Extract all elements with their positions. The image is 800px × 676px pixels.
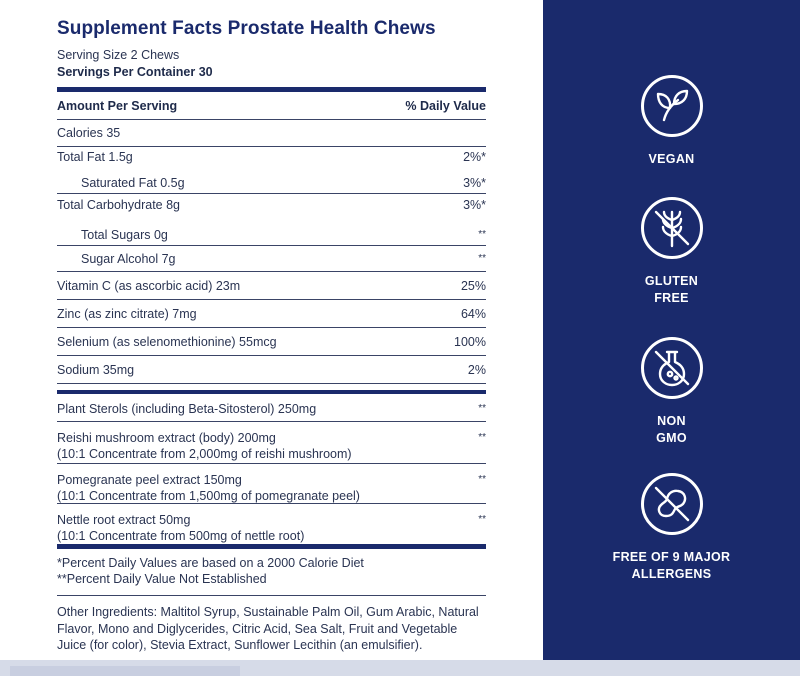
ingredient-row-plant-sterols: Plant Sterols (including Beta-Sitosterol…: [57, 394, 486, 422]
nutrient-label: Total Sugars 0g: [81, 227, 168, 242]
badge-allergen-free: FREE OF 9 MAJOR ALLERGENS: [543, 473, 800, 583]
nutrient-row-selenium: Selenium (as selenomethionine) 55mcg 100…: [57, 328, 486, 356]
no-peanut-icon: [640, 473, 703, 535]
bottom-strip-ghost: [10, 666, 240, 676]
nutrient-label: Saturated Fat 0.5g: [81, 175, 185, 190]
badge-label: FREE OF 9 MAJOR ALLERGENS: [612, 550, 731, 581]
section-divider: [57, 390, 486, 394]
nutrient-label: Selenium (as selenomethionine) 55mcg: [57, 334, 277, 349]
nutrient-row-total-carbohydrate: Total Carbohydrate 8g 3%*: [57, 194, 486, 216]
other-ingredients: Other Ingredients: Maltitol Syrup, Susta…: [57, 605, 479, 652]
supplement-facts-panel: Supplement Facts Prostate Health Chews S…: [57, 18, 486, 654]
no-wheat-icon: [640, 197, 703, 259]
nutrient-row-calories: Calories 35: [57, 120, 486, 146]
nutrient-value: 2%*: [463, 149, 486, 164]
nutrient-row-vitamin-c: Vitamin C (as ascorbic acid) 23m 25%: [57, 272, 486, 300]
nutrient-label: Sodium 35mg: [57, 362, 135, 377]
nutrient-label: Total Carbohydrate 8g: [57, 198, 180, 212]
nutrient-label: Sugar Alcohol 7g: [81, 251, 176, 266]
ingredient-line1: Reishi mushroom extract (body) 200mg: [57, 431, 276, 445]
footnotes: *Percent Daily Values are based on a 200…: [57, 549, 486, 596]
badge-gluten-free: GLUTEN FREE: [543, 197, 800, 307]
footnote-daily-values: *Percent Daily Values are based on a 200…: [57, 556, 364, 570]
header-amount: Amount Per Serving: [57, 98, 178, 113]
ingredient-value: **: [478, 514, 486, 525]
ingredient-label: Nettle root extract 50mg (10:1 Concentra…: [57, 512, 304, 544]
ingredient-value: **: [478, 432, 486, 443]
nutrient-label: Total Fat 1.5g: [57, 149, 133, 164]
ingredient-line1: Nettle root extract 50mg: [57, 513, 191, 527]
ingredient-line2: (10:1 Concentrate from 1,500mg of pomegr…: [57, 489, 360, 503]
badge-label: NON GMO: [656, 414, 687, 445]
nutrient-row-zinc: Zinc (as zinc citrate) 7mg 64%: [57, 300, 486, 328]
badge-label: VEGAN: [648, 152, 695, 166]
ingredient-line2: (10:1 Concentrate from 500mg of nettle r…: [57, 529, 305, 543]
nutrient-label: Zinc (as zinc citrate) 7mg: [57, 306, 197, 321]
nutrient-row-sugar-alcohol: Sugar Alcohol 7g **: [57, 246, 486, 272]
ingredient-row-pomegranate: Pomegranate peel extract 150mg (10:1 Con…: [57, 464, 486, 504]
badge-vegan: VEGAN: [543, 75, 800, 168]
nutrient-value: **: [478, 253, 486, 264]
nutrient-row-total-sugars: Total Sugars 0g **: [57, 216, 486, 246]
nutrient-value: 3%*: [463, 175, 486, 190]
ingredient-line2: (10:1 Concentrate from 2,000mg of reishi…: [57, 447, 352, 461]
bottom-divider: [57, 544, 486, 549]
nutrient-label: Calories 35: [57, 126, 121, 140]
nutrient-value: 64%: [460, 306, 486, 321]
ingredient-label: Pomegranate peel extract 150mg (10:1 Con…: [57, 472, 360, 504]
nutrient-value: 100%: [454, 334, 486, 349]
nutrient-row-sodium: Sodium 35mg 2%: [57, 356, 486, 384]
nutrient-value: 2%: [467, 362, 486, 377]
nutrient-label: Vitamin C (as ascorbic acid) 23m: [57, 278, 241, 293]
serving-size: Serving Size 2 Chews: [57, 48, 180, 62]
nutrient-value: **: [478, 229, 486, 240]
facts-title: Supplement Facts Prostate Health Chews: [57, 18, 436, 39]
servings-per-container: Servings Per Container 30: [57, 65, 213, 79]
badge-label: GLUTEN FREE: [644, 274, 699, 305]
ingredient-row-nettle: Nettle root extract 50mg (10:1 Concentra…: [57, 504, 486, 544]
header-daily-value: % Daily Value: [405, 98, 486, 113]
ingredient-row-reishi: Reishi mushroom extract (body) 200mg (10…: [57, 422, 486, 464]
leaf-icon: [640, 75, 703, 137]
nutrient-row-total-fat: Total Fat 1.5g 2%*: [57, 146, 486, 166]
ingredient-label: Reishi mushroom extract (body) 200mg (10…: [57, 430, 352, 462]
ingredient-label: Plant Sterols (including Beta-Sitosterol…: [57, 402, 317, 416]
bottom-strip: [0, 660, 800, 676]
ingredient-line1: Pomegranate peel extract 150mg: [57, 473, 242, 487]
table-header: Amount Per Serving % Daily Value: [57, 92, 486, 120]
footnote-not-established: **Percent Daily Value Not Established: [57, 572, 267, 586]
nutrient-value: 3%*: [463, 198, 486, 212]
ingredient-value: **: [478, 403, 486, 414]
badges-sidebar: VEGAN GLUTEN FREE NON GMO: [543, 0, 800, 660]
nutrient-value: 25%: [460, 278, 486, 293]
nutrient-row-saturated-fat: Saturated Fat 0.5g 3%*: [57, 166, 486, 194]
no-gmo-flask-icon: [640, 337, 703, 399]
top-divider: [57, 87, 486, 92]
badge-non-gmo: NON GMO: [543, 337, 800, 447]
ingredient-value: **: [478, 474, 486, 485]
